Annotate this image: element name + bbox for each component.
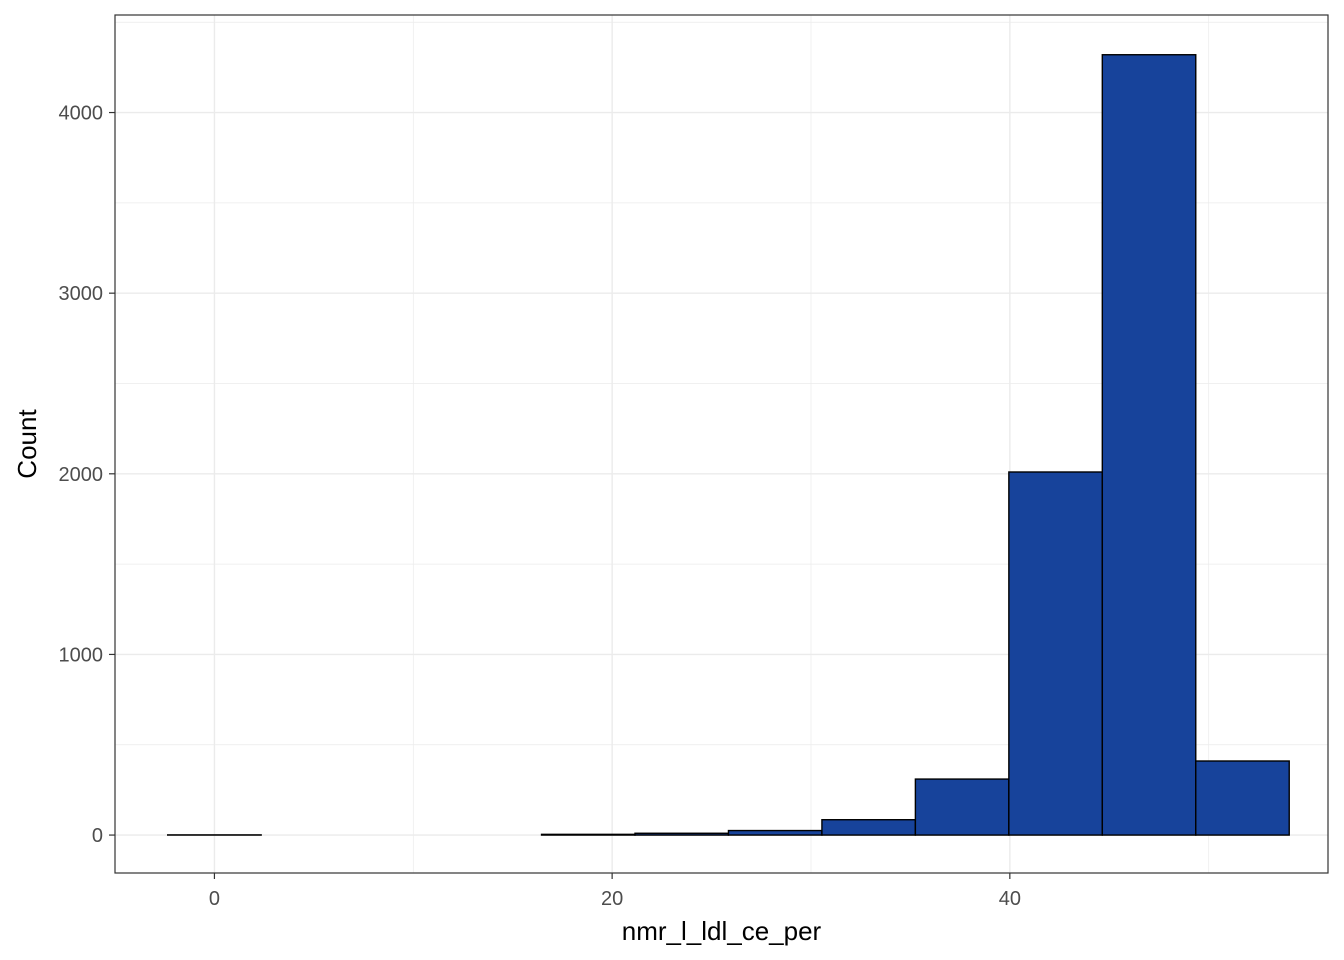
histogram-bar-10 [1101, 54, 1197, 836]
y-tick-label: 0 [92, 825, 103, 847]
panel-border [114, 14, 1329, 874]
histogram-bar-11 [1195, 760, 1290, 836]
x-tick-label: 0 [209, 888, 220, 910]
y-tick-label: 2000 [59, 464, 104, 486]
y-axis-title: Count [12, 409, 42, 479]
histogram-bar-9 [1008, 471, 1104, 836]
x-axis: 0 20 40 [209, 873, 1021, 910]
histogram-bar-6 [727, 829, 823, 836]
y-axis: 0 1000 2000 3000 4000 [59, 103, 115, 847]
histogram-bars [166, 54, 1290, 836]
histogram-bar-7 [821, 819, 917, 836]
x-axis-title: nmr_l_ldl_ce_per [622, 916, 822, 946]
x-tick-label: 40 [999, 888, 1021, 910]
y-tick-label: 4000 [59, 103, 104, 125]
y-tick-label: 1000 [59, 644, 104, 666]
x-tick-label: 20 [601, 888, 623, 910]
y-tick-label: 3000 [59, 283, 104, 305]
histogram-bar-8 [914, 778, 1010, 836]
histogram-bar-5 [634, 832, 730, 836]
histogram-bar-4 [540, 833, 636, 836]
